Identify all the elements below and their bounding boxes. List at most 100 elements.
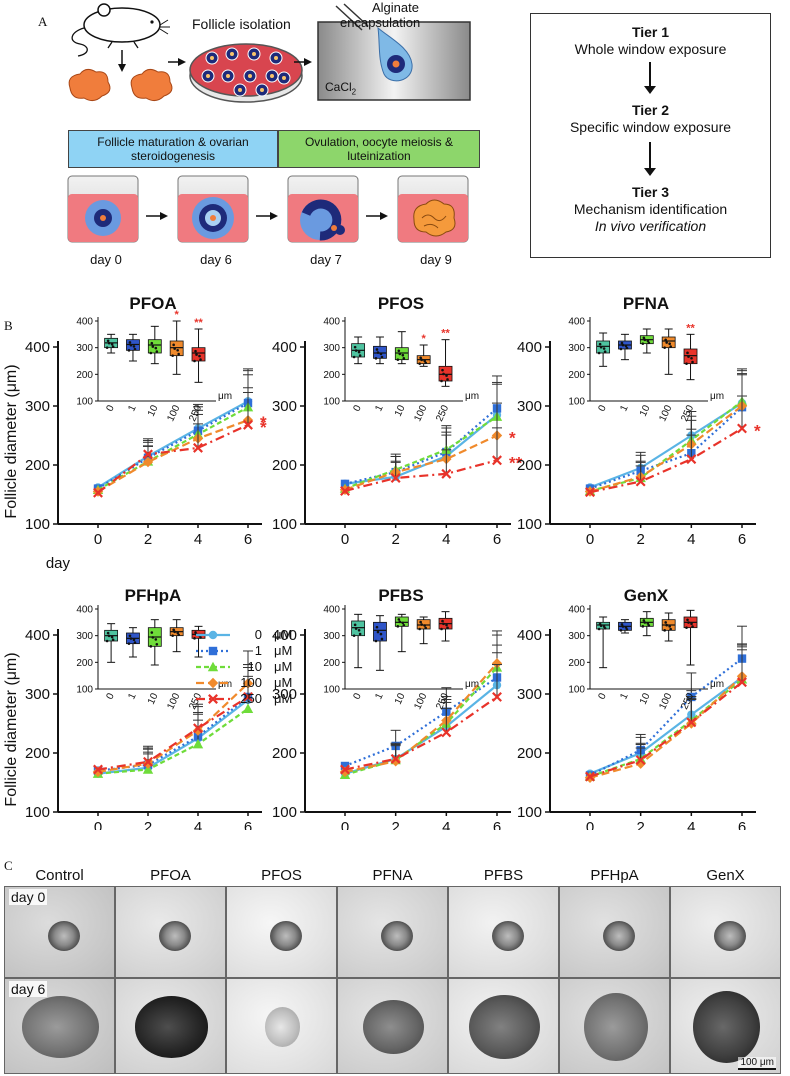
data-point (492, 691, 502, 702)
inset-dot (424, 626, 427, 630)
inset-x-tick-label: 250 (187, 403, 204, 423)
chart-title: PFBS (378, 586, 423, 605)
inset-y-tick-label: 200 (568, 658, 585, 669)
y-axis-label: Follicle diameter (μm) (3, 364, 20, 518)
inset-x-tick-label: 10 (638, 691, 653, 706)
inset-dot (599, 624, 603, 628)
inset-x-tick-label: 100 (165, 403, 182, 423)
inset-y-tick-label: 300 (76, 343, 93, 354)
tier-flow-box: Tier 1 Whole window exposure Tier 2 Spec… (530, 13, 771, 258)
inset-unit-label: μm (710, 679, 724, 690)
inset-dot (132, 638, 136, 642)
inset-dot (665, 341, 668, 344)
inset-dot (376, 630, 380, 634)
data-point (390, 473, 401, 483)
follicle-photo-day0 (670, 886, 781, 978)
inset-dot (420, 623, 423, 626)
inset-x-tick-label: 10 (146, 691, 161, 706)
follicle-photo-day0 (448, 886, 559, 978)
inset-box (373, 345, 387, 359)
follicle-image (134, 996, 209, 1058)
y-tick-label: 400 (517, 339, 542, 356)
x-tick-label: 2 (636, 531, 644, 548)
tier-3-text-2: In vivo verification (594, 218, 707, 234)
x-axis-label: day (46, 555, 71, 572)
data-point (207, 677, 219, 689)
inset-dot (418, 627, 421, 631)
panel-label-a: A (38, 14, 48, 29)
follicle-photo-day0 (337, 886, 448, 978)
day-label-2: day 7 (310, 252, 342, 267)
data-point (142, 758, 154, 769)
inset-x-tick-label: 0 (352, 403, 365, 413)
inset-dot (597, 351, 601, 355)
inset-y-tick-label: 200 (323, 658, 340, 669)
inset-dot (352, 634, 356, 637)
inset-dot (380, 637, 384, 641)
x-tick-label: 2 (144, 531, 152, 548)
legend-unit: μM (274, 675, 292, 690)
follicle-photo-day0: day 0 (4, 886, 115, 978)
x-tick-label: 6 (244, 819, 252, 830)
inset-y-tick-label: 100 (323, 397, 340, 408)
well-day9 (397, 175, 469, 243)
inset-dot (376, 351, 380, 354)
inset-dot (354, 349, 358, 352)
inset-dot (358, 354, 362, 357)
y-tick-label: 400 (25, 339, 50, 356)
inset-x-tick-label: 1 (618, 691, 631, 701)
x-tick-label: 0 (586, 819, 594, 830)
legend-unit: μM (274, 691, 292, 706)
data-point (492, 455, 502, 466)
inset-dot (199, 358, 202, 361)
inset-dot (177, 633, 180, 637)
x-tick-label: 4 (687, 531, 695, 548)
inset-dot (646, 622, 650, 625)
y-tick-label: 200 (517, 745, 542, 762)
series-line (344, 662, 498, 773)
series-line (344, 413, 498, 485)
photo-column-label: PFOS (261, 867, 302, 884)
inset-dot (446, 378, 449, 381)
inset-unit-label: μm (465, 679, 479, 690)
inset-dot (402, 624, 406, 627)
series-line (589, 681, 743, 778)
inset-unit-label: μm (218, 679, 232, 690)
inset-dot (352, 355, 356, 359)
inset-dot (419, 356, 422, 360)
tier-2-text: Specific window exposure (569, 119, 732, 135)
inset-dot (625, 628, 629, 631)
inset-x-tick-label: 0 (105, 403, 118, 413)
inset-y-tick-label: 200 (568, 370, 585, 381)
inset-dot (172, 628, 175, 632)
inset-y-tick-label: 400 (568, 605, 585, 616)
follicle-photo-day6: 100 μm (670, 978, 781, 1074)
series-line (97, 419, 249, 493)
inset-y-tick-label: 300 (568, 343, 585, 354)
inset-dot (397, 349, 401, 353)
inset-dot (690, 356, 693, 360)
follicle-image (469, 994, 540, 1060)
significance-star: * (260, 413, 267, 432)
inset-dot (664, 338, 667, 342)
day-label-0: day 0 (90, 252, 122, 267)
inset-dot (445, 374, 448, 377)
y-tick-label: 200 (272, 745, 297, 762)
inset-dot (106, 339, 110, 343)
series-line (589, 657, 743, 777)
inset-dot (647, 341, 651, 345)
inset-box (191, 347, 206, 362)
inset-y-tick-label: 300 (323, 343, 340, 354)
phase-maturation-box: Follicle maturation & ovarian steroidoge… (68, 130, 278, 168)
follicle-photo-day6 (226, 978, 337, 1074)
inset-dot (150, 341, 154, 345)
inset-dot (665, 623, 668, 627)
inset-y-tick-label: 400 (323, 605, 340, 616)
inset-dot (374, 357, 378, 360)
x-tick-label: 4 (687, 819, 695, 830)
inset-dot (105, 346, 109, 349)
inset-dot (396, 358, 400, 361)
inset-dot (171, 354, 174, 357)
inset-box (596, 340, 611, 354)
inset-dot (603, 350, 607, 353)
